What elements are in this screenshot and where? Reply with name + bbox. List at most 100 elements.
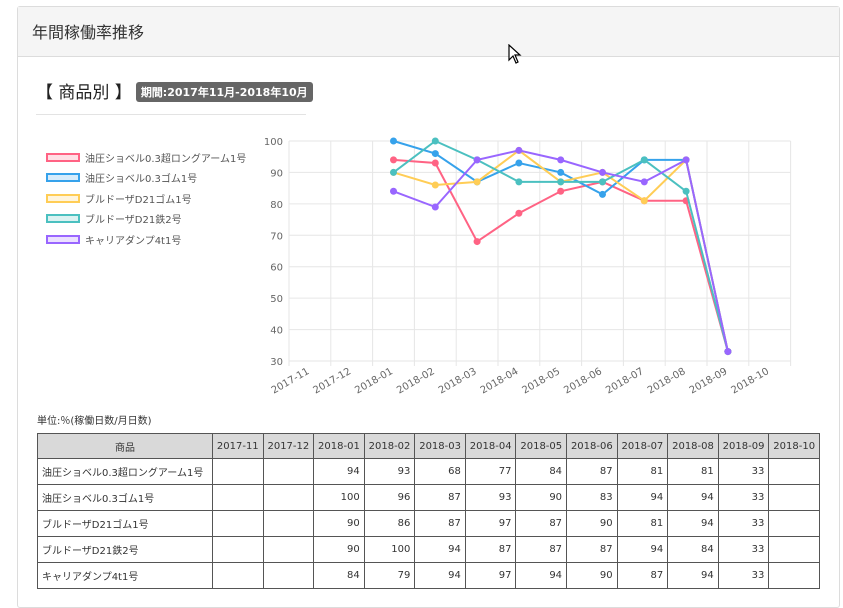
x-tick-label: 2018-01 (353, 366, 395, 396)
value-cell (212, 510, 264, 537)
data-point (557, 178, 565, 186)
header-month: 2018-01 (313, 433, 365, 459)
value-cell: 94 (667, 484, 719, 511)
data-point (599, 168, 606, 176)
title-divider (36, 114, 306, 115)
data-point (599, 178, 606, 186)
period-badge: 期間:2017年11月-2018年10月 (135, 81, 313, 102)
data-point (473, 238, 481, 246)
value-cell: 97 (464, 562, 517, 589)
x-tick-label: 2018-08 (646, 366, 688, 396)
data-point (515, 209, 523, 217)
value-cell: 87 (414, 484, 466, 511)
legend-item[interactable]: キャリアダンプ4t1号 (46, 229, 246, 250)
x-tick-label: 2018-09 (688, 366, 730, 396)
value-cell: 97 (464, 510, 517, 537)
value-cell (212, 562, 264, 589)
y-tick-label: 50 (270, 294, 283, 305)
y-tick-label: 70 (270, 231, 283, 242)
value-cell: 79 (363, 562, 416, 589)
value-cell: 81 (616, 510, 669, 537)
value-cell (262, 484, 315, 511)
data-point (640, 156, 648, 164)
utilization-table: 商品 2017-11 2017-12 2018-01 2018-02 2018-03 20… (37, 433, 820, 589)
y-tick-label: 40 (270, 326, 283, 337)
legend-item[interactable]: ブルドーザD21ゴム1号 (46, 188, 246, 209)
data-point (390, 156, 397, 164)
section-title: 【 商品別 】 期間:2017年11月-2018年10月 (36, 78, 313, 103)
value-cell (212, 484, 264, 511)
value-cell: 83 (566, 484, 618, 511)
legend-item[interactable]: 油圧ショベル0.3超ロングアーム1号 (46, 147, 246, 168)
value-cell: 94 (414, 562, 466, 589)
table-row: ブルドーザD21ゴム1号 90 86 87 97 87 90 81 94 33 (37, 510, 820, 537)
data-point (431, 150, 439, 158)
value-cell: 93 (363, 458, 416, 485)
y-tick-label: 30 (270, 357, 283, 368)
value-cell: 86 (363, 510, 416, 537)
legend-swatch (46, 193, 80, 203)
data-point (390, 137, 397, 145)
table-row: ブルドーザD21鉄2号 90 100 94 87 87 87 94 84 33 (37, 536, 820, 563)
legend-item[interactable]: 油圧ショベル0.3ゴム1号 (46, 168, 246, 189)
value-cell: 100 (313, 484, 365, 511)
product-name-cell: 油圧ショベル0.3超ロングアーム1号 (37, 458, 213, 485)
value-cell: 87 (515, 510, 568, 537)
legend-label: 油圧ショベル0.3超ロングアーム1号 (85, 153, 247, 165)
mouse-cursor-icon (508, 44, 522, 64)
value-cell: 33 (717, 510, 770, 537)
legend-swatch (46, 173, 80, 183)
value-cell (768, 510, 820, 537)
data-point (431, 137, 439, 145)
value-cell: 94 (667, 510, 719, 537)
header-month: 2018-04 (464, 433, 517, 459)
value-cell: 33 (717, 458, 770, 485)
header-month: 2017-11 (212, 433, 264, 459)
value-cell: 94 (667, 562, 719, 589)
value-cell (768, 484, 820, 511)
value-cell: 68 (414, 458, 466, 485)
data-point (390, 168, 397, 176)
data-point (473, 178, 481, 186)
legend-label: キャリアダンプ4t1号 (85, 235, 182, 247)
header-product: 商品 (37, 433, 213, 459)
product-name-cell: 油圧ショベル0.3ゴム1号 (37, 484, 213, 511)
value-cell: 87 (566, 458, 618, 485)
y-tick-label: 60 (270, 263, 283, 274)
data-point (557, 187, 565, 195)
legend-label: ブルドーザD21ゴム1号 (85, 194, 192, 206)
data-point (390, 187, 397, 195)
x-tick-label: 2017-12 (312, 366, 354, 396)
value-cell: 33 (717, 536, 770, 563)
value-cell (212, 458, 264, 485)
data-point (599, 190, 606, 198)
table-header-row: 商品 2017-11 2017-12 2018-01 2018-02 2018-03 20… (37, 433, 820, 459)
value-cell: 94 (616, 536, 669, 563)
section-title-label: 【 商品別 】 (36, 83, 132, 103)
table-row: 油圧ショベル0.3超ロングアーム1号 94 93 68 77 84 87 81 81 33 (37, 458, 820, 485)
legend-swatch (46, 214, 80, 224)
x-tick-label: 2018-02 (395, 366, 437, 396)
header-month: 2017-12 (262, 433, 315, 459)
value-cell (262, 536, 315, 563)
x-tick-label: 2018-07 (604, 366, 646, 396)
header-month: 2018-02 (363, 433, 416, 459)
value-cell: 96 (363, 484, 416, 511)
value-cell: 87 (414, 510, 466, 537)
value-cell: 94 (313, 458, 365, 485)
table-row: キャリアダンプ4t1号 84 79 94 97 94 90 87 94 33 (37, 562, 820, 589)
value-cell: 90 (313, 536, 365, 563)
x-tick-label: 2018-03 (437, 366, 479, 396)
value-cell: 90 (515, 484, 568, 511)
y-tick-label: 80 (270, 200, 283, 211)
value-cell: 87 (616, 562, 669, 589)
x-tick-label: 2018-04 (479, 366, 521, 396)
data-point (431, 159, 439, 167)
x-tick-label: 2017-11 (270, 366, 312, 396)
legend-swatch (46, 152, 80, 162)
value-cell: 94 (515, 562, 568, 589)
value-cell: 90 (566, 562, 618, 589)
data-point (473, 156, 481, 164)
legend-item[interactable]: ブルドーザD21鉄2号 (46, 209, 246, 230)
